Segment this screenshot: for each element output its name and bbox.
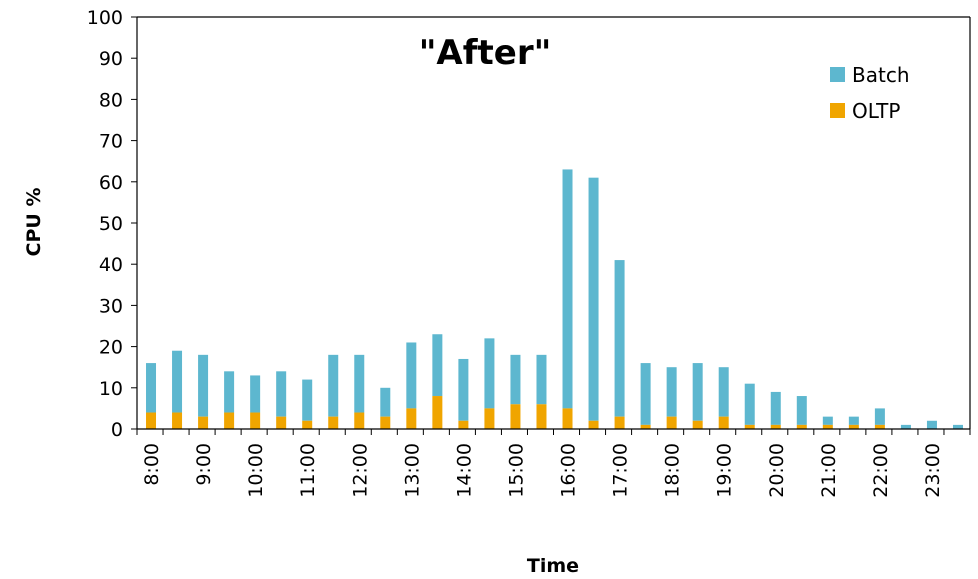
bar-oltp-12:00 xyxy=(354,412,365,429)
bar-batch-23:30 xyxy=(952,424,963,429)
bar-batch-13:30 xyxy=(432,334,443,397)
bar-oltp-12:30 xyxy=(380,416,391,429)
bar-batch-11:30 xyxy=(328,354,339,417)
x-tick-label-10:00: 10:00 xyxy=(245,443,267,498)
bar-batch-8:00 xyxy=(146,363,157,413)
bar-oltp-15:00 xyxy=(510,404,521,429)
bar-batch-13:00 xyxy=(406,342,417,409)
y-tick-label-80: 80 xyxy=(99,89,123,111)
y-tick-label-70: 70 xyxy=(99,131,123,153)
bar-oltp-16:30 xyxy=(588,420,599,429)
bar-batch-9:00 xyxy=(198,354,209,417)
bar-batch-16:30 xyxy=(588,177,599,421)
bar-oltp-14:30 xyxy=(484,408,495,429)
bar-batch-10:30 xyxy=(276,371,287,417)
bar-oltp-20:30 xyxy=(796,424,807,429)
x-tick-label-22:00: 22:00 xyxy=(870,443,892,498)
bar-batch-14:00 xyxy=(458,358,469,421)
bar-oltp-19:00 xyxy=(718,416,729,429)
bar-batch-12:00 xyxy=(354,354,365,413)
y-axis-title: CPU % xyxy=(23,188,45,257)
bar-oltp-20:00 xyxy=(770,424,781,429)
bar-batch-19:30 xyxy=(744,383,755,425)
y-tick-label-90: 90 xyxy=(99,48,123,70)
bar-oltp-8:30 xyxy=(172,412,183,429)
bar-batch-15:30 xyxy=(536,354,547,405)
bar-batch-12:30 xyxy=(380,387,391,417)
x-tick-label-9:00: 9:00 xyxy=(193,443,215,486)
plot-area xyxy=(137,17,970,429)
bar-oltp-9:30 xyxy=(224,412,235,429)
bar-batch-22:00 xyxy=(874,408,885,425)
y-tick-label-100: 100 xyxy=(87,7,123,29)
x-tick-label-13:00: 13:00 xyxy=(401,443,423,498)
y-tick-label-40: 40 xyxy=(99,254,123,276)
bar-oltp-8:00 xyxy=(146,412,157,429)
bar-oltp-9:00 xyxy=(198,416,209,429)
y-tick-label-10: 10 xyxy=(99,378,123,400)
bar-oltp-10:30 xyxy=(276,416,287,429)
legend-swatch-oltp xyxy=(830,103,845,118)
bar-batch-20:00 xyxy=(770,391,781,425)
bar-oltp-18:30 xyxy=(692,420,703,429)
bar-oltp-17:30 xyxy=(640,424,651,429)
bar-oltp-10:00 xyxy=(250,412,261,429)
bar-batch-15:00 xyxy=(510,354,521,405)
x-tick-label-17:00: 17:00 xyxy=(610,443,632,498)
x-tick-label-15:00: 15:00 xyxy=(505,443,527,498)
bar-batch-18:30 xyxy=(692,363,703,421)
bar-batch-14:30 xyxy=(484,338,495,409)
bar-oltp-19:30 xyxy=(744,424,755,429)
bar-batch-21:00 xyxy=(822,416,833,425)
y-tick-label-60: 60 xyxy=(99,172,123,194)
x-tick-label-11:00: 11:00 xyxy=(297,443,319,498)
y-tick-label-30: 30 xyxy=(99,295,123,317)
bar-batch-19:00 xyxy=(718,367,729,417)
bar-batch-22:30 xyxy=(900,424,911,429)
bar-batch-17:30 xyxy=(640,363,651,425)
bar-oltp-13:30 xyxy=(432,396,443,429)
bar-oltp-16:00 xyxy=(562,408,573,429)
bar-oltp-21:30 xyxy=(848,424,859,429)
bar-batch-8:30 xyxy=(172,350,183,413)
bar-oltp-13:00 xyxy=(406,408,417,429)
bar-oltp-11:30 xyxy=(328,416,339,429)
bar-oltp-17:00 xyxy=(614,416,625,429)
x-tick-label-19:00: 19:00 xyxy=(714,443,736,498)
bar-batch-18:00 xyxy=(666,367,677,417)
chart-title: "After" xyxy=(419,33,552,73)
x-tick-label-8:00: 8:00 xyxy=(141,443,163,486)
x-tick-label-20:00: 20:00 xyxy=(766,443,788,498)
bar-batch-9:30 xyxy=(224,371,235,413)
x-tick-label-18:00: 18:00 xyxy=(662,443,684,498)
bar-oltp-18:00 xyxy=(666,416,677,429)
bar-batch-20:30 xyxy=(796,396,807,425)
bar-batch-16:00 xyxy=(562,169,573,409)
bar-batch-23:00 xyxy=(926,420,937,429)
x-tick-label-16:00: 16:00 xyxy=(558,443,580,498)
bar-oltp-21:00 xyxy=(822,424,833,429)
bar-batch-17:00 xyxy=(614,260,625,417)
y-tick-label-20: 20 xyxy=(99,337,123,359)
x-tick-label-12:00: 12:00 xyxy=(349,443,371,498)
legend-label-oltp: OLTP xyxy=(852,99,900,123)
bar-oltp-15:30 xyxy=(536,404,547,429)
x-axis-title: Time xyxy=(527,555,579,577)
bar-batch-11:00 xyxy=(302,379,313,421)
bar-oltp-22:00 xyxy=(874,424,885,429)
x-tick-label-14:00: 14:00 xyxy=(453,443,475,498)
bar-batch-10:00 xyxy=(250,375,261,413)
legend-swatch-batch xyxy=(830,67,845,82)
bar-oltp-14:00 xyxy=(458,420,469,429)
legend-label-batch: Batch xyxy=(852,63,910,87)
y-tick-label-0: 0 xyxy=(111,419,123,441)
legend: Batch OLTP xyxy=(830,63,910,123)
bar-batch-21:30 xyxy=(848,416,859,425)
y-tick-label-50: 50 xyxy=(99,213,123,235)
bar-oltp-11:00 xyxy=(302,420,313,429)
x-tick-label-23:00: 23:00 xyxy=(922,443,944,498)
x-tick-label-21:00: 21:00 xyxy=(818,443,840,498)
